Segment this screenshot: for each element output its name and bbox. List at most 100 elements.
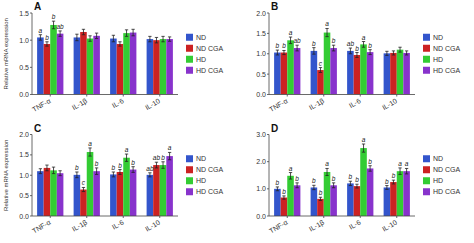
error-bar [161,162,164,169]
error-bar [88,36,91,41]
legend-swatch [423,67,430,74]
error-bar [125,30,128,37]
error-bar [289,173,292,180]
significance-label: b [95,160,99,167]
significance-label: c [319,60,323,67]
x-tick-label: IL-10 [381,218,398,232]
error-bar [148,173,151,177]
significance-label: b [312,177,316,184]
significance-label: b [118,162,122,169]
error-bar [349,48,352,54]
significance-label: b [332,175,336,182]
error-bar [368,50,371,55]
x-tick [50,95,51,97]
bar [37,171,44,216]
error-bar [125,154,128,161]
y-tick [30,94,32,95]
error-bar [385,51,388,55]
error-bar [319,68,322,73]
bar [147,39,154,94]
y-tick-label: 0.5 [19,64,29,71]
bar [123,33,130,94]
y-tick-label: 1.5 [19,151,29,158]
significance-label: a [88,140,92,147]
plot-area [274,28,410,94]
bar [160,165,167,216]
bar [50,170,57,216]
legend-label: ND CGA [196,166,224,173]
legend-label: HD [196,177,206,184]
error-bar [131,167,134,173]
significance-label: b [161,154,165,161]
legend-swatch [186,155,193,162]
significance-label: b [332,37,336,44]
error-bar [282,196,285,199]
bar [160,39,167,94]
x-tick-label: IL-6 [348,97,362,109]
y-tick-label: 2.0 [256,10,266,17]
bar [324,172,331,216]
y-tick-label: 1.0 [256,50,266,57]
bar [44,168,51,216]
panel: bbabcbabaabbba0.00.51.01.52.0TNF-αIL-1βI… [3,123,224,235]
bar [123,158,130,216]
y-tick-label: 2.0 [256,158,266,165]
plot-area [37,21,173,94]
legend-swatch [423,34,430,41]
x-tick [323,95,324,97]
legend-label: ND [196,34,206,41]
significance-label: b [355,176,359,183]
bar [294,48,301,94]
error-bar [95,33,98,38]
legend-swatch [423,188,430,195]
error-bar [168,37,171,41]
legend-label: HD CGA [433,67,461,74]
significance-label: b [131,159,135,166]
significance-label: b [282,188,286,195]
error-bar [148,36,151,41]
error-bar [155,37,158,42]
error-bar [398,47,401,52]
legend-label: HD [433,56,443,63]
bar [166,156,173,216]
bar [317,70,324,94]
panel: abbab0.00.51.01.5TNF-αIL-1βIL-6IL-10ARel… [3,1,224,113]
bar [117,44,124,95]
bar [130,33,137,95]
legend-swatch [186,45,193,52]
panel-label: A [34,1,41,12]
error-bar [362,42,365,48]
plot-area [274,144,410,216]
significance-label: b [282,42,286,49]
error-bar [319,197,322,200]
bar [347,51,354,95]
x-axis [32,94,178,95]
bar [330,48,337,94]
bar [80,190,87,216]
error-bar [405,51,408,55]
error-bar [75,34,78,41]
bar [360,148,367,216]
significance-label: b [52,13,56,20]
bar [166,39,173,94]
x-tick [323,216,324,218]
y-tick [267,33,269,34]
significance-label: ab [293,37,301,44]
y-tick [267,216,269,217]
y-tick [30,40,32,41]
legend-label: HD CGA [196,188,224,195]
error-bar [58,31,61,36]
significance-label: a [362,34,366,41]
error-bar [39,169,42,174]
bar [390,182,397,216]
x-axis [32,216,178,217]
legend-swatch [423,166,430,173]
x-tick-label: TNF-α [31,219,52,235]
y-tick [30,175,32,176]
significance-label: b [112,164,116,171]
error-bar [112,35,115,42]
error-bar [58,171,61,176]
x-tick [287,216,288,218]
significance-label: a [325,20,329,27]
legend-label: HD CGA [433,188,461,195]
